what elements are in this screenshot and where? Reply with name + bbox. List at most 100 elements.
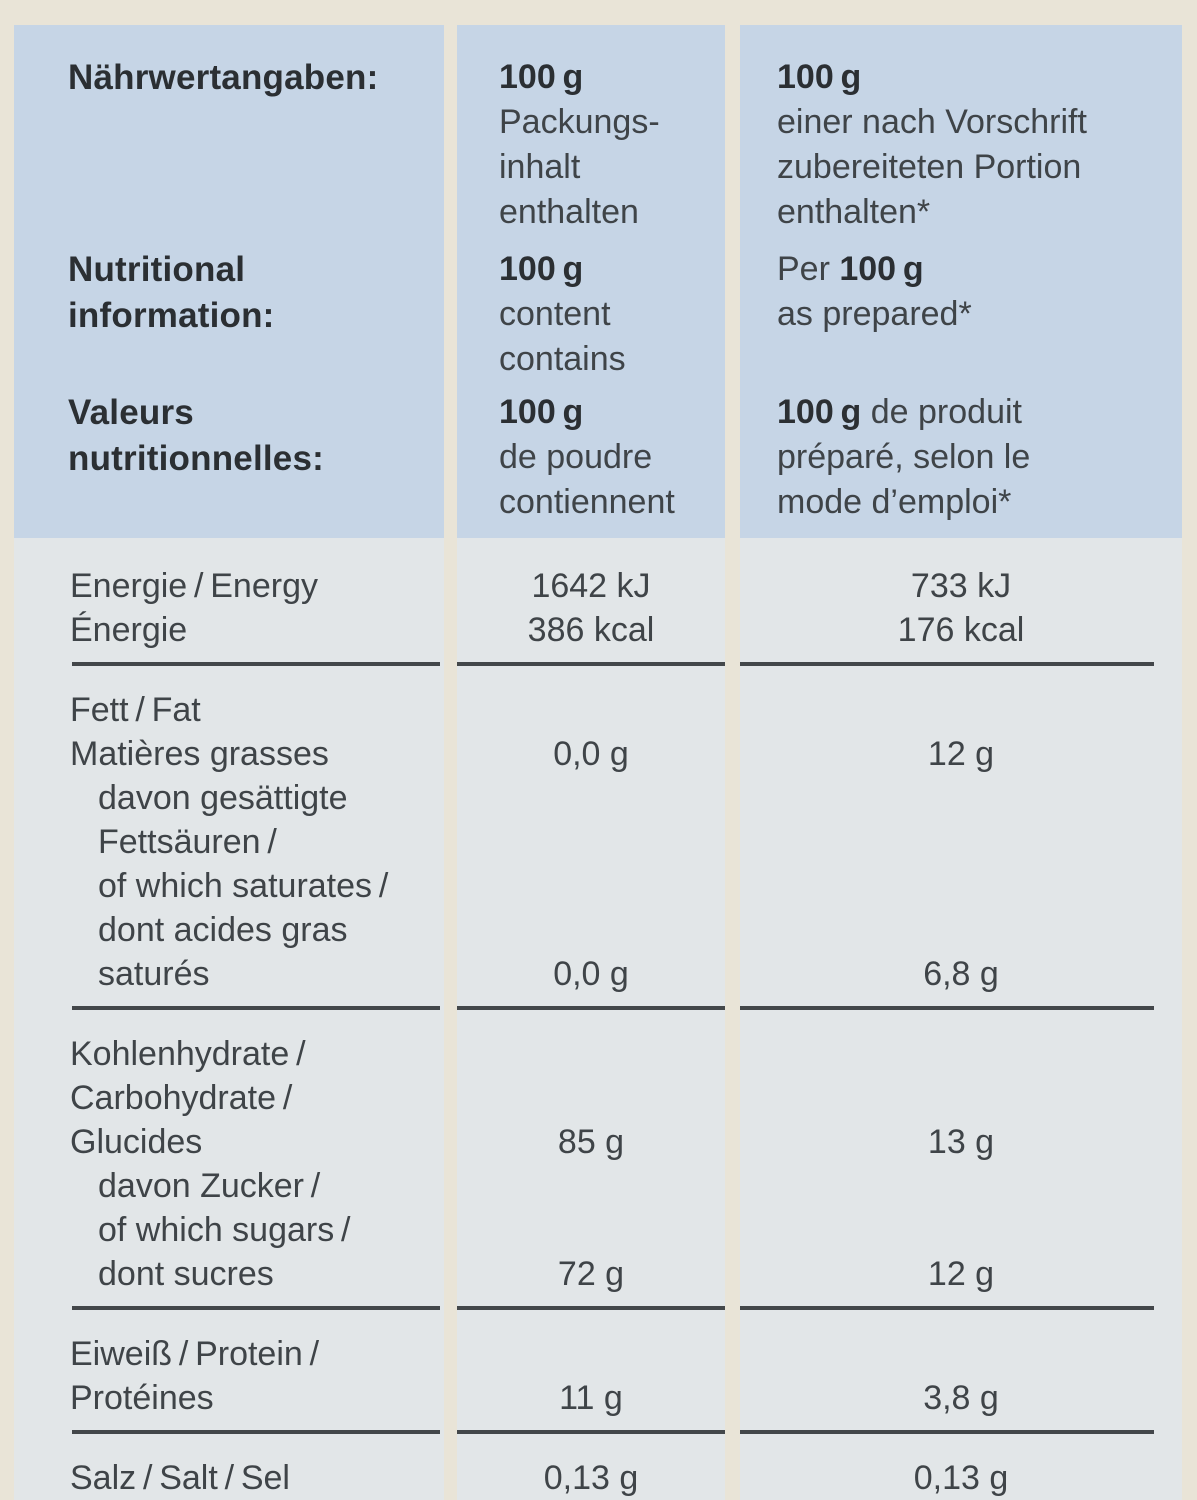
body-cell-portion bbox=[740, 688, 1182, 732]
body-cell-100g bbox=[457, 1420, 725, 1456]
body-cell-label: Salz / Salt / Sel bbox=[14, 1456, 444, 1500]
column-gap bbox=[444, 688, 457, 732]
value-per-portion: 733 kJ bbox=[910, 567, 1012, 605]
header-line: enthalten bbox=[499, 190, 719, 235]
column-gap bbox=[725, 820, 740, 864]
header-line: as prepared* bbox=[777, 292, 1174, 337]
amount-bold-text: 100 g bbox=[839, 250, 924, 288]
header-line: einer nach Vorschrift bbox=[777, 100, 1174, 145]
column-gap bbox=[725, 1252, 740, 1296]
value-per-portion: 12 g bbox=[927, 1255, 995, 1293]
body-cell-100g bbox=[457, 1032, 725, 1076]
header-line: 100 g de produit bbox=[777, 390, 1174, 435]
separator-line bbox=[72, 1430, 440, 1434]
body-cell-label: Kohlenhydrate / bbox=[14, 1032, 444, 1076]
body-cell-label bbox=[14, 652, 444, 688]
body-cell-portion bbox=[740, 1076, 1182, 1120]
column-gap bbox=[725, 1376, 740, 1420]
body-cell-portion: 13 g bbox=[740, 1120, 1182, 1164]
value-per-portion: 3,8 g bbox=[923, 1379, 999, 1417]
body-cell-100g bbox=[457, 864, 725, 908]
nutrient-row-carbohydrate: dont sucres 72 g 12 g bbox=[14, 1252, 1182, 1296]
header-title-line: Nährwertangaben: bbox=[68, 58, 379, 97]
body-cell-100g bbox=[457, 776, 725, 820]
header-title-en: Nutritional information: bbox=[14, 247, 444, 339]
body-cell-100g bbox=[457, 820, 725, 864]
nutrient-row-carbohydrate: Glucides 85 g 13 g bbox=[14, 1120, 1182, 1164]
value-per-portion: 13 g bbox=[927, 1123, 995, 1161]
nutrient-label-line: Kohlenhydrate / bbox=[70, 1035, 306, 1073]
nutrient-row-protein: Eiweiß / Protein / bbox=[14, 1332, 1182, 1376]
separator-line bbox=[740, 662, 1154, 666]
column-gap bbox=[444, 732, 457, 776]
column-gap bbox=[444, 1120, 457, 1164]
body-cell-100g: 1642 kJ bbox=[457, 564, 725, 608]
column-gap bbox=[444, 538, 457, 564]
header-text: zubereiteten Portion bbox=[777, 148, 1082, 186]
value-per-100g: 0,0 g bbox=[553, 735, 629, 773]
separator-line bbox=[740, 1306, 1154, 1310]
nutrient-label-line: davon Zucker / bbox=[98, 1167, 321, 1205]
header-line: 100 g bbox=[499, 247, 719, 292]
body-cell-label bbox=[14, 1296, 444, 1332]
nutrient-label-line: Fett / Fat bbox=[70, 691, 201, 729]
body-cell-label: davon gesättigte bbox=[14, 776, 444, 820]
amount-bold-text: 100 g bbox=[499, 58, 584, 96]
nutrient-row-salt: Salz / Salt / Sel 0,13 g 0,13 g bbox=[14, 1456, 1182, 1500]
header-line: 100 g bbox=[499, 55, 719, 100]
body-cell-label: Protéines bbox=[14, 1376, 444, 1420]
body-cell-100g: 0,0 g bbox=[457, 732, 725, 776]
nutrient-label-line: Salz / Salt / Sel bbox=[70, 1459, 290, 1497]
nutrient-label-line: Energie / Energy bbox=[70, 567, 318, 605]
nutrient-label-line: Matières grasses bbox=[70, 735, 329, 773]
header-100g-fr: 100 g de poudre contiennent bbox=[457, 390, 725, 525]
body-cell-100g: 386 kcal bbox=[457, 608, 725, 652]
header-text: content bbox=[499, 295, 611, 333]
column-gap bbox=[444, 1164, 457, 1208]
value-per-100g: 386 kcal bbox=[527, 611, 655, 649]
header-col-labels: Nährwertangaben: Nutritional information: V… bbox=[14, 25, 444, 538]
column-gap bbox=[444, 820, 457, 864]
body-cell-100g bbox=[457, 1296, 725, 1332]
nutrient-row-energy: Energie / Energy 1642 kJ 733 kJ bbox=[14, 564, 1182, 608]
nutrient-label-line: dont acides gras bbox=[98, 911, 348, 949]
column-gap bbox=[444, 776, 457, 820]
column-gap bbox=[444, 1076, 457, 1120]
row-separator bbox=[14, 1420, 1182, 1456]
value-per-100g: 0,13 g bbox=[543, 1459, 639, 1497]
body-cell-portion bbox=[740, 1032, 1182, 1076]
separator-line bbox=[740, 1006, 1154, 1010]
table-body: Energie / Energy 1642 kJ 733 kJ Énergie 386 … bbox=[14, 538, 1182, 1500]
nutrient-label-line: of which saturates / bbox=[98, 867, 389, 905]
column-gap bbox=[725, 1420, 740, 1456]
header-title-line: Nutritional bbox=[68, 250, 246, 289]
table-header: Nährwertangaben: Nutritional information: V… bbox=[14, 25, 1182, 538]
header-text: enthalten* bbox=[777, 193, 931, 231]
header-portion-de: 100 g einer nach Vorschrift zubereiteten P… bbox=[740, 55, 1182, 235]
column-gap bbox=[444, 608, 457, 652]
body-cell-100g bbox=[457, 908, 725, 952]
column-gap bbox=[725, 776, 740, 820]
row-separator bbox=[14, 996, 1182, 1032]
body-top-spacer bbox=[14, 538, 1182, 564]
body-cell-label: dont sucres bbox=[14, 1252, 444, 1296]
body-cell-100g bbox=[457, 1332, 725, 1376]
column-gap bbox=[444, 652, 457, 688]
column-gap bbox=[725, 996, 740, 1032]
body-cell-portion: 3,8 g bbox=[740, 1376, 1182, 1420]
body-cell-100g bbox=[457, 1208, 725, 1252]
nutrient-label-line: Protéines bbox=[70, 1379, 214, 1417]
separator-line bbox=[72, 1006, 440, 1010]
column-gap bbox=[725, 1076, 740, 1120]
body-cell-label: Glucides bbox=[14, 1120, 444, 1164]
body-cell-100g bbox=[457, 652, 725, 688]
body-cell-portion: 0,13 g bbox=[740, 1456, 1182, 1500]
column-gap bbox=[725, 1456, 740, 1500]
body-cell-label: Énergie bbox=[14, 608, 444, 652]
header-text: Packungs- bbox=[499, 103, 660, 141]
header-line: préparé, selon le bbox=[777, 435, 1174, 480]
header-title-line: information: bbox=[68, 296, 275, 335]
column-gap bbox=[444, 1456, 457, 1500]
header-text: de poudre bbox=[499, 438, 653, 476]
header-line: inhalt bbox=[499, 145, 719, 190]
